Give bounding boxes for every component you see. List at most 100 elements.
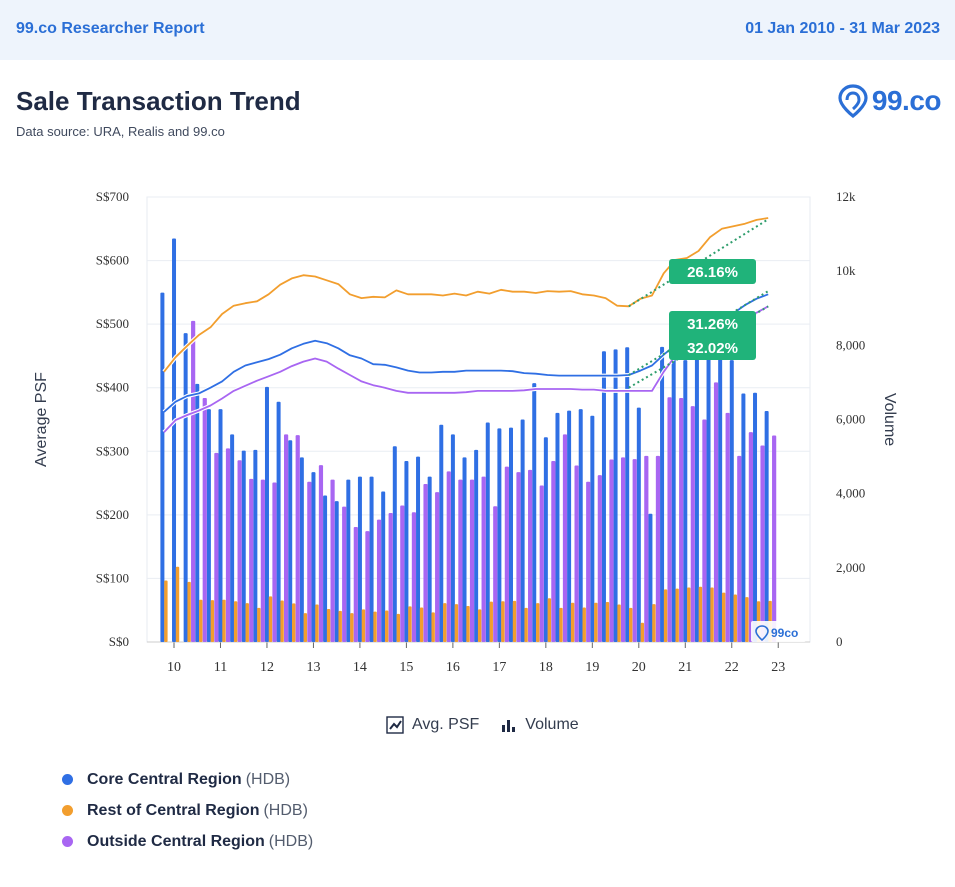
legend-dot xyxy=(62,805,73,816)
badge-text: 26.16% xyxy=(687,264,738,281)
bar-rcr xyxy=(675,588,679,642)
bar-ocr xyxy=(446,471,451,642)
y-tick-label: S$400 xyxy=(96,380,129,395)
bar-ocr xyxy=(667,397,672,642)
bar-ccr xyxy=(404,461,409,642)
bar-ocr xyxy=(191,320,196,642)
x-tick-label: 20 xyxy=(632,660,646,675)
bar-series-ccr xyxy=(160,238,769,643)
bar-rcr xyxy=(315,604,319,642)
x-tick-label: 13 xyxy=(306,660,320,675)
avg-psf-label: Avg. PSF xyxy=(412,716,480,733)
bar-ccr xyxy=(660,346,665,642)
bar-ocr xyxy=(284,434,289,642)
bar-ccr xyxy=(439,424,444,642)
legend-name: Core Central Region xyxy=(87,770,242,788)
legend-item-rcr[interactable]: Rest of Central Region (HDB) xyxy=(62,795,313,826)
avg-psf-toggle[interactable]: Avg. PSF xyxy=(386,716,479,734)
sale-transaction-chart: S$0 S$100 S$200 S$300 S$400 S$500 S$600 S$700 0 2… xyxy=(33,189,898,675)
bar-rcr xyxy=(175,566,180,642)
legend-item-ccr[interactable]: Core Central Region (HDB) xyxy=(62,764,313,795)
x-tick-label: 11 xyxy=(214,660,227,675)
bar-rcr xyxy=(187,581,191,642)
bar-ocr xyxy=(679,397,684,642)
x-tick-label: 18 xyxy=(539,660,553,675)
bar-rcr xyxy=(687,587,691,642)
bar-ccr xyxy=(392,446,397,642)
logo-text: 99.co xyxy=(871,85,942,116)
bar-ocr xyxy=(690,406,695,642)
bar-ccr xyxy=(253,449,258,642)
bar-ocr xyxy=(644,455,649,642)
bar-rcr xyxy=(512,600,517,642)
bar-ocr xyxy=(493,506,498,642)
bar-ocr xyxy=(574,465,579,642)
legend-suffix: (HDB) xyxy=(245,770,291,788)
bar-ccr xyxy=(474,449,479,642)
bar-ocr xyxy=(516,472,521,642)
bar-ccr xyxy=(683,360,688,642)
y2-tick-label: 10k xyxy=(836,263,856,278)
bar-ocr xyxy=(353,527,358,642)
bar-ccr xyxy=(543,437,548,642)
bar-ccr xyxy=(532,383,537,642)
y2-axis-title: Volume xyxy=(881,393,898,446)
bar-rcr xyxy=(466,606,470,642)
y-tick-label: S$300 xyxy=(96,443,129,458)
bar-rcr xyxy=(594,602,598,642)
bar-ocr xyxy=(481,476,486,642)
bar-ccr xyxy=(718,346,723,642)
y-tick-label: S$700 xyxy=(96,189,129,204)
bar-ccr xyxy=(590,415,595,642)
pct-badge-rcr: 26.16% xyxy=(669,259,756,284)
bar-ccr xyxy=(416,456,421,642)
bar-ccr xyxy=(706,349,711,642)
pct-badge-ccr-ocr: 31.26% 32.02% xyxy=(669,311,756,360)
bar-ocr xyxy=(365,531,370,642)
bar-ocr xyxy=(702,419,707,642)
y2-tick-label: 4,000 xyxy=(836,486,865,501)
bar-rcr xyxy=(419,607,424,642)
bar-rcr xyxy=(361,609,366,642)
bar-rcr xyxy=(721,592,726,642)
bar-rcr xyxy=(338,610,342,642)
bar-ccr xyxy=(183,333,188,642)
y-tick-label: S$0 xyxy=(109,634,129,649)
bar-ccr xyxy=(613,349,618,642)
y2-tick-label: 12k xyxy=(836,189,856,204)
bar-ccr xyxy=(346,479,351,642)
bar-ocr xyxy=(411,512,417,642)
y2-tick-label: 8,000 xyxy=(836,337,865,352)
line-ocr xyxy=(163,305,769,433)
y-tick-label: S$200 xyxy=(96,507,129,522)
bar-ocr xyxy=(342,506,347,642)
bar-rcr xyxy=(663,589,668,642)
y-tick-label: S$100 xyxy=(96,570,129,585)
bar-rcr xyxy=(373,611,377,642)
bar-ocr xyxy=(772,435,777,642)
bar-ccr xyxy=(288,440,293,642)
bar-ocr xyxy=(272,482,277,642)
bar-rcr xyxy=(745,597,749,642)
x-tick-label: 22 xyxy=(725,660,739,675)
line-chart-icon xyxy=(386,716,404,734)
legend-item-ocr[interactable]: Outside Central Region (HDB) xyxy=(62,826,313,857)
bar-ccr xyxy=(334,501,339,642)
bar-series-rcr xyxy=(164,566,772,642)
bar-ocr xyxy=(655,455,661,642)
location-pin-icon xyxy=(755,625,769,642)
bar-rcr xyxy=(245,603,249,642)
bar-ccr xyxy=(764,410,769,642)
legend-name: Rest of Central Region xyxy=(87,801,260,819)
volume-toggle[interactable]: Volume xyxy=(499,716,579,734)
bar-ocr xyxy=(469,479,475,642)
bar-rcr xyxy=(233,601,238,642)
bar-ccr xyxy=(381,491,386,642)
x-tick-label: 10 xyxy=(167,660,181,675)
bar-ccr xyxy=(462,457,467,642)
x-tick-label: 16 xyxy=(446,660,460,675)
bar-ocr xyxy=(307,481,312,642)
bar-rcr xyxy=(570,602,575,642)
report-header-bar: 99.co Researcher Report 01 Jan 2010 - 31… xyxy=(0,0,955,60)
bar-ocr xyxy=(249,478,254,642)
